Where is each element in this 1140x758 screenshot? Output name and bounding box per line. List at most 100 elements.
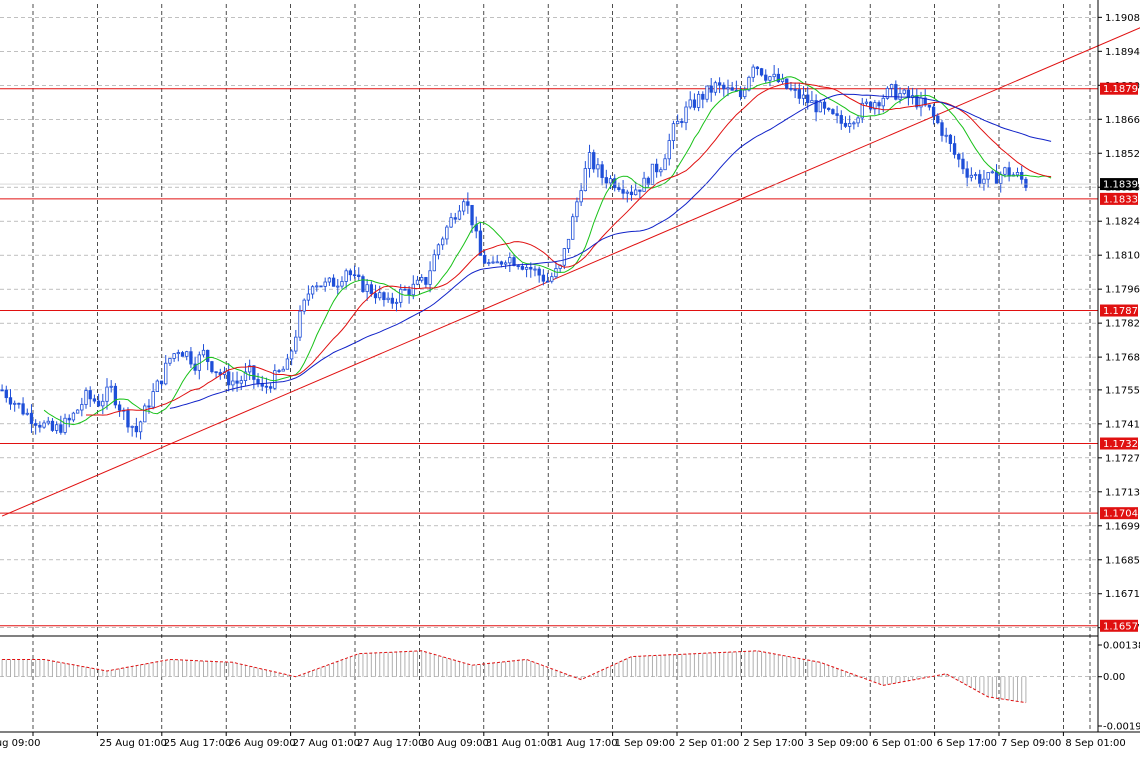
candle-body <box>17 402 21 405</box>
time-tick-label: 6 Sep 17:00 <box>937 738 997 749</box>
candle-body <box>206 349 210 362</box>
candle-body <box>96 400 101 407</box>
candle-body <box>889 84 894 89</box>
candle-body <box>252 365 256 380</box>
time-tick-label: 2 Sep 17:00 <box>743 738 803 749</box>
candle-body <box>705 85 709 100</box>
time-tick-label: 26 Aug 09:00 <box>228 738 295 749</box>
ma-mid-line <box>86 82 1052 416</box>
candle-body <box>143 405 147 423</box>
current-price-label: 1.18398 <box>1103 180 1140 191</box>
oscillator-panel <box>0 650 1098 704</box>
candle-body <box>952 143 957 155</box>
level-price-tag <box>1100 304 1138 317</box>
candle-body <box>688 99 692 108</box>
level-price-tag <box>1100 437 1138 450</box>
price-tick-label: 1.18105 <box>1105 251 1140 262</box>
candle-body <box>772 73 776 78</box>
candle-body <box>747 76 751 91</box>
candle-body <box>848 123 852 127</box>
time-tick-label: 6 Sep 01:00 <box>872 738 932 749</box>
candle-body <box>449 217 453 228</box>
candle-body <box>755 66 760 70</box>
candle-body <box>516 265 520 268</box>
price-tick-label: 1.18525 <box>1105 149 1140 160</box>
candle-body <box>902 89 906 94</box>
candle-body <box>369 284 373 295</box>
candle-body <box>579 190 583 203</box>
candle-body <box>801 94 806 99</box>
candle-body <box>894 84 898 100</box>
candle-body <box>340 281 344 287</box>
candle-body <box>323 281 327 287</box>
candle-body <box>533 268 537 271</box>
candle-body <box>789 87 793 90</box>
candle-body <box>239 380 243 384</box>
candle-body <box>180 352 185 357</box>
candle-body <box>453 217 457 220</box>
candle-body <box>268 386 273 389</box>
candle-body <box>659 169 663 173</box>
candle-body <box>105 386 109 402</box>
candle-body <box>243 371 248 381</box>
candle-body <box>571 216 575 240</box>
candle-body <box>361 276 365 292</box>
candle-body <box>978 174 982 184</box>
candle-body <box>407 289 411 296</box>
candle-body <box>793 88 797 91</box>
candle-body <box>751 66 755 78</box>
time-tick-label: 3 Sep 09:00 <box>808 738 868 749</box>
level-price-label: 1.18337 <box>1103 194 1140 205</box>
level-price-tag <box>1100 82 1138 95</box>
candle-body <box>373 293 378 299</box>
candle-body <box>675 120 680 125</box>
candle-body <box>835 113 839 116</box>
candle-body <box>810 100 814 103</box>
candle-body <box>487 262 491 264</box>
support-resistance-levels[interactable] <box>0 88 1098 627</box>
candle-body <box>394 301 399 304</box>
candle-body <box>885 87 890 99</box>
trendline[interactable] <box>1 21 1140 517</box>
candle-body <box>776 73 781 83</box>
candle-body <box>478 230 483 256</box>
candle-body <box>403 288 407 291</box>
price-axis[interactable]: 1.190851.189451.188051.186651.185251.183… <box>0 13 1140 733</box>
candle-body <box>541 274 546 282</box>
candle-body <box>218 372 222 375</box>
price-tick-label: 1.17270 <box>1105 453 1140 464</box>
candle-body <box>961 158 965 170</box>
candle-body <box>537 268 541 276</box>
candle-body <box>562 248 567 266</box>
candle-body <box>88 390 92 400</box>
candle-body <box>365 284 369 292</box>
uptrend-line[interactable] <box>1 21 1140 517</box>
candle-body <box>524 266 529 270</box>
candle-body <box>247 365 252 373</box>
price-tick-label: 1.16990 <box>1105 521 1140 532</box>
time-tick-label: 8 Sep 01:00 <box>1065 738 1125 749</box>
candle-body <box>1003 167 1007 175</box>
time-tick-label: 27 Aug 01:00 <box>293 738 360 749</box>
candle-body <box>54 424 59 431</box>
candle-body <box>642 177 646 192</box>
candle-body <box>176 352 180 355</box>
candle-body <box>717 82 722 86</box>
candle-body <box>50 420 55 431</box>
candle-body <box>491 261 495 264</box>
candle-body <box>545 280 550 283</box>
candle-body <box>71 412 76 421</box>
candle-body <box>29 412 34 424</box>
candle-body <box>503 262 508 265</box>
price-tick-label: 1.17130 <box>1105 487 1140 498</box>
candle-body <box>432 254 436 272</box>
candle-body <box>994 171 999 184</box>
candle-body <box>256 379 260 384</box>
candle-body <box>596 164 600 170</box>
candle-body <box>21 403 25 415</box>
candle-body <box>331 277 336 287</box>
candle-body <box>172 353 176 359</box>
